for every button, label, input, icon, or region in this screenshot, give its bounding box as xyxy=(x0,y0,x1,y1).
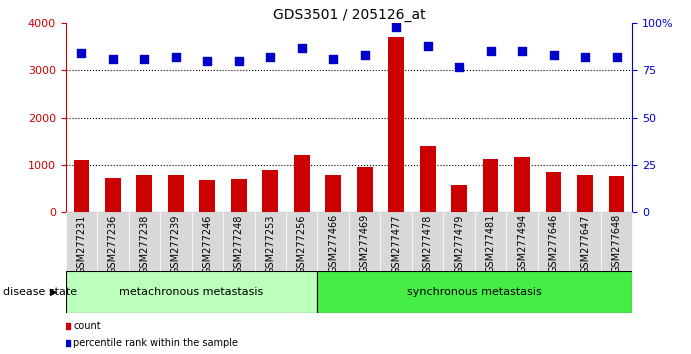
Bar xyxy=(538,212,569,271)
Text: disease state: disease state xyxy=(3,287,77,297)
Text: synchronous metastasis: synchronous metastasis xyxy=(408,287,542,297)
Point xyxy=(139,56,150,62)
Bar xyxy=(420,146,435,212)
Bar xyxy=(231,179,247,212)
Point xyxy=(453,64,464,69)
Text: GSM277253: GSM277253 xyxy=(265,214,275,274)
Bar xyxy=(294,155,310,212)
Bar xyxy=(254,212,286,271)
Text: GSM277481: GSM277481 xyxy=(486,214,495,273)
Text: GSM277248: GSM277248 xyxy=(234,214,244,274)
Point xyxy=(234,58,245,64)
Text: GSM277494: GSM277494 xyxy=(517,214,527,273)
Bar xyxy=(263,170,278,212)
Text: GSM277239: GSM277239 xyxy=(171,214,181,274)
Text: GSM277238: GSM277238 xyxy=(140,214,149,274)
Bar xyxy=(388,37,404,212)
Bar xyxy=(569,212,600,271)
Text: GSM277469: GSM277469 xyxy=(360,214,370,273)
Bar xyxy=(97,212,129,271)
Bar xyxy=(317,212,349,271)
Bar xyxy=(475,212,507,271)
Bar xyxy=(168,175,184,212)
Bar xyxy=(105,178,121,212)
Bar xyxy=(191,212,223,271)
Text: GSM277231: GSM277231 xyxy=(77,214,86,274)
Bar xyxy=(73,160,89,212)
Point xyxy=(485,48,496,54)
Text: GSM277646: GSM277646 xyxy=(549,214,558,273)
Point xyxy=(61,340,73,346)
Bar xyxy=(200,180,215,212)
Bar xyxy=(381,212,412,271)
Text: count: count xyxy=(73,321,101,331)
Point xyxy=(422,43,433,48)
Point xyxy=(328,56,339,62)
Bar xyxy=(546,172,561,212)
Bar xyxy=(129,212,160,271)
Bar xyxy=(444,212,475,271)
Point xyxy=(359,52,370,58)
Point xyxy=(548,52,559,58)
Point xyxy=(296,45,307,51)
Text: GSM277477: GSM277477 xyxy=(391,214,401,274)
Title: GDS3501 / 205126_at: GDS3501 / 205126_at xyxy=(273,8,425,22)
Text: ▶: ▶ xyxy=(50,287,58,297)
Bar xyxy=(514,156,530,212)
Bar xyxy=(577,175,593,212)
Point xyxy=(170,54,181,60)
Point xyxy=(265,54,276,60)
Point xyxy=(390,24,401,30)
Text: GSM277647: GSM277647 xyxy=(580,214,590,274)
Point xyxy=(580,54,591,60)
Bar xyxy=(600,212,632,271)
Bar xyxy=(451,185,467,212)
Text: percentile rank within the sample: percentile rank within the sample xyxy=(73,338,238,348)
Bar xyxy=(286,212,317,271)
Bar xyxy=(412,212,444,271)
Text: GSM277478: GSM277478 xyxy=(423,214,433,274)
Point xyxy=(202,58,213,64)
Point xyxy=(107,56,118,62)
Bar xyxy=(66,271,317,313)
Point xyxy=(61,324,73,329)
Bar xyxy=(357,167,372,212)
Bar xyxy=(136,175,152,212)
Bar xyxy=(223,212,254,271)
Bar xyxy=(160,212,191,271)
Text: GSM277466: GSM277466 xyxy=(328,214,338,273)
Bar xyxy=(349,212,381,271)
Point xyxy=(611,54,622,60)
Bar xyxy=(317,271,632,313)
Bar xyxy=(483,159,498,212)
Text: GSM277256: GSM277256 xyxy=(296,214,307,274)
Point xyxy=(76,51,87,56)
Text: GSM277236: GSM277236 xyxy=(108,214,118,274)
Text: GSM277479: GSM277479 xyxy=(454,214,464,274)
Text: metachronous metastasis: metachronous metastasis xyxy=(120,287,264,297)
Point xyxy=(517,48,528,54)
Text: GSM277648: GSM277648 xyxy=(612,214,621,273)
Bar xyxy=(325,175,341,212)
Text: GSM277246: GSM277246 xyxy=(202,214,212,274)
Bar xyxy=(66,212,97,271)
Bar xyxy=(609,176,625,212)
Bar xyxy=(507,212,538,271)
